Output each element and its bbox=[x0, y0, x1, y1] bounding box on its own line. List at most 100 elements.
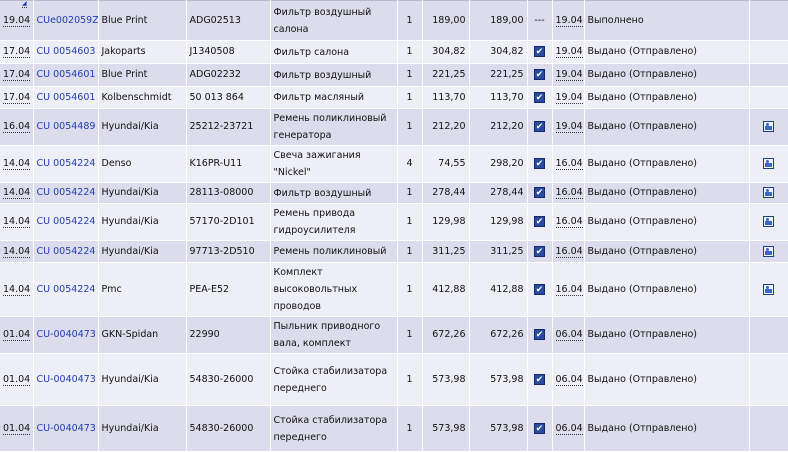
document-cell[interactable]: CUe002059Z bbox=[33, 0, 99, 41]
document-cell[interactable]: CU 0054224 bbox=[33, 182, 99, 204]
order-date-cell[interactable]: 17.04 bbox=[0, 40, 34, 64]
order-date[interactable]: 14.04 bbox=[3, 187, 31, 199]
ship-date[interactable]: 16.04 bbox=[555, 158, 583, 170]
checkbox-checked-icon[interactable]: ✔ bbox=[534, 422, 545, 434]
document-link[interactable]: CU 0054224 bbox=[36, 245, 96, 257]
document-link[interactable]: CU-0040473 bbox=[36, 329, 96, 340]
ship-date[interactable]: 19.04 bbox=[555, 69, 583, 81]
document-link[interactable]: CU 0054224 bbox=[36, 158, 96, 169]
document-link[interactable]: CU-0040473 bbox=[36, 422, 96, 434]
order-date[interactable]: 01.04 bbox=[3, 329, 31, 341]
order-date[interactable]: 17.04 bbox=[3, 46, 31, 58]
brand-cell: Hyundai/Kia bbox=[98, 203, 187, 241]
image-cell bbox=[749, 182, 788, 204]
order-date-cell[interactable]: 01.04 bbox=[0, 405, 34, 452]
table-row: 16.04 CU 0054489 Hyundai/Kia 25212-23721 Рем… bbox=[0, 108, 788, 146]
image-icon[interactable] bbox=[763, 245, 774, 257]
document-link[interactable]: CUe002059Z bbox=[36, 14, 98, 26]
document-cell[interactable]: CU 0054224 bbox=[33, 240, 99, 263]
document-link[interactable]: CU 0054601 bbox=[36, 91, 96, 103]
document-cell[interactable]: CU 0054224 bbox=[33, 262, 99, 317]
document-cell[interactable]: CU 0054601 bbox=[33, 86, 99, 109]
order-date-cell[interactable]: 01.04 bbox=[0, 353, 34, 406]
checkbox-checked-icon[interactable]: ✔ bbox=[534, 46, 545, 57]
ship-date-cell[interactable]: 19.04 bbox=[552, 0, 585, 41]
checkbox-checked-icon[interactable]: ✔ bbox=[534, 187, 545, 198]
ship-date[interactable]: 16.04 bbox=[555, 187, 583, 199]
document-link[interactable]: CU-0040473 bbox=[36, 373, 96, 385]
order-date-cell[interactable]: 14.04 bbox=[0, 203, 34, 241]
image-icon[interactable] bbox=[763, 283, 774, 295]
ship-date-cell[interactable]: 16.04 bbox=[552, 262, 585, 317]
ship-date[interactable]: 19.04 bbox=[555, 91, 583, 104]
document-cell[interactable]: CU 0054603 bbox=[33, 40, 99, 64]
document-cell[interactable]: CU 0054489 bbox=[33, 108, 99, 146]
checkbox-checked-icon[interactable]: ✔ bbox=[534, 245, 545, 257]
ship-date-cell[interactable]: 16.04 bbox=[552, 182, 585, 204]
checkbox-checked-icon[interactable]: ✔ bbox=[534, 283, 545, 295]
article-cell: 97713-2D510 bbox=[186, 240, 271, 263]
document-link[interactable]: CU 0054489 bbox=[36, 121, 96, 132]
ship-date-cell[interactable]: 19.04 bbox=[552, 108, 585, 146]
ship-date[interactable]: 19.04 bbox=[555, 121, 583, 133]
checkbox-checked-icon[interactable]: ✔ bbox=[534, 158, 545, 169]
ship-date-cell[interactable]: 16.04 bbox=[552, 145, 585, 183]
ship-date[interactable]: 06.04 bbox=[555, 373, 583, 386]
document-cell[interactable]: CU-0040473 bbox=[33, 316, 99, 354]
order-date-cell[interactable]: ◢ 19.04 bbox=[0, 0, 34, 41]
ship-date[interactable]: 06.04 bbox=[555, 422, 583, 435]
order-date-cell[interactable]: 14.04 bbox=[0, 262, 34, 317]
order-date-cell[interactable]: 01.04 bbox=[0, 316, 34, 354]
checkbox-checked-icon[interactable]: ✔ bbox=[534, 216, 545, 227]
order-date-cell[interactable]: 14.04 bbox=[0, 240, 34, 263]
order-date[interactable]: 19.04 bbox=[3, 14, 31, 27]
image-icon[interactable] bbox=[763, 187, 774, 198]
image-icon[interactable] bbox=[763, 158, 774, 169]
document-link[interactable]: CU 0054601 bbox=[36, 69, 96, 80]
ship-date[interactable]: 16.04 bbox=[555, 245, 583, 258]
ship-date-cell[interactable]: 16.04 bbox=[552, 203, 585, 241]
order-date[interactable]: 01.04 bbox=[3, 373, 31, 386]
order-date[interactable]: 14.04 bbox=[3, 283, 31, 296]
document-cell[interactable]: CU-0040473 bbox=[33, 353, 99, 406]
ship-date[interactable]: 16.04 bbox=[555, 216, 583, 228]
checkbox-checked-icon[interactable]: ✔ bbox=[534, 373, 545, 385]
order-date[interactable]: 14.04 bbox=[3, 158, 31, 170]
ship-date[interactable]: 16.04 bbox=[555, 283, 583, 296]
image-icon[interactable] bbox=[763, 216, 774, 227]
order-date-cell[interactable]: 17.04 bbox=[0, 86, 34, 109]
ship-date-cell[interactable]: 06.04 bbox=[552, 316, 585, 354]
order-date[interactable]: 17.04 bbox=[3, 69, 31, 81]
ship-date-cell[interactable]: 19.04 bbox=[552, 86, 585, 109]
document-link[interactable]: CU 0054224 bbox=[36, 187, 96, 198]
ship-date-cell[interactable]: 16.04 bbox=[552, 240, 585, 263]
order-date-cell[interactable]: 14.04 bbox=[0, 145, 34, 183]
document-link[interactable]: CU 0054224 bbox=[36, 216, 96, 227]
ship-date-cell[interactable]: 06.04 bbox=[552, 405, 585, 452]
ship-date[interactable]: 19.04 bbox=[555, 14, 583, 27]
order-date[interactable]: 14.04 bbox=[3, 216, 31, 228]
ship-date[interactable]: 06.04 bbox=[555, 329, 583, 341]
ship-date-cell[interactable]: 19.04 bbox=[552, 63, 585, 87]
order-date[interactable]: 16.04 bbox=[3, 121, 31, 133]
order-date[interactable]: 01.04 bbox=[3, 422, 31, 435]
document-link[interactable]: CU 0054603 bbox=[36, 46, 96, 57]
ship-date-cell[interactable]: 06.04 bbox=[552, 353, 585, 406]
ship-date-cell[interactable]: 19.04 bbox=[552, 40, 585, 64]
ship-date[interactable]: 19.04 bbox=[555, 46, 583, 58]
checkbox-checked-icon[interactable]: ✔ bbox=[534, 91, 545, 103]
image-icon[interactable] bbox=[763, 121, 774, 132]
checkbox-checked-icon[interactable]: ✔ bbox=[534, 69, 545, 80]
order-date-cell[interactable]: 16.04 bbox=[0, 108, 34, 146]
document-cell[interactable]: CU-0040473 bbox=[33, 405, 99, 452]
checkbox-checked-icon[interactable]: ✔ bbox=[534, 121, 545, 132]
order-date-cell[interactable]: 17.04 bbox=[0, 63, 34, 87]
order-date[interactable]: 17.04 bbox=[3, 91, 31, 104]
document-link[interactable]: CU 0054224 bbox=[36, 283, 96, 295]
document-cell[interactable]: CU 0054224 bbox=[33, 145, 99, 183]
order-date-cell[interactable]: 14.04 bbox=[0, 182, 34, 204]
document-cell[interactable]: CU 0054601 bbox=[33, 63, 99, 87]
checkbox-checked-icon[interactable]: ✔ bbox=[534, 329, 545, 340]
order-date[interactable]: 14.04 bbox=[3, 245, 31, 258]
document-cell[interactable]: CU 0054224 bbox=[33, 203, 99, 241]
